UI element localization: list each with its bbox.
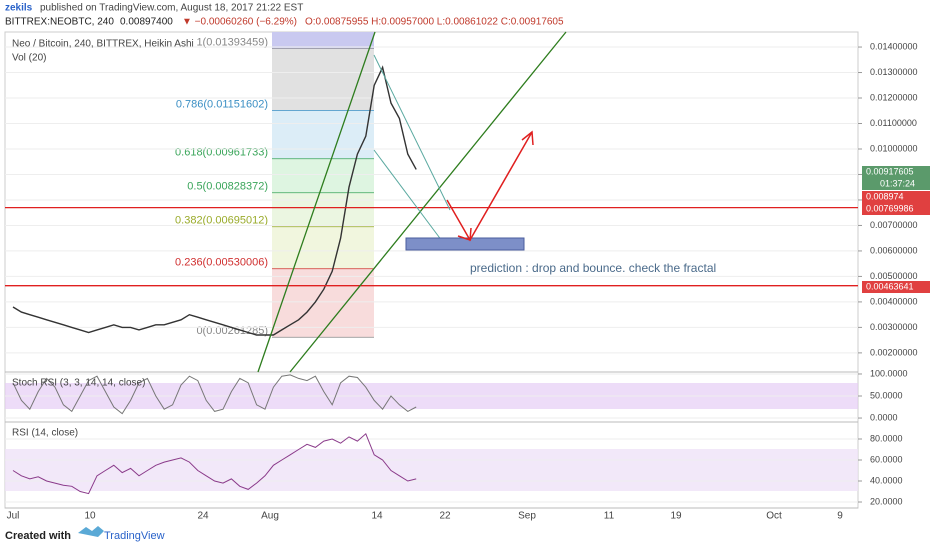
series-line (12, 432, 417, 495)
annotation: prediction : drop and bounce. check the … (470, 261, 716, 275)
y-tick-label: 0.00700000 (870, 220, 918, 230)
y-tick-label: 80.0000 (870, 433, 903, 443)
x-tick-label: Sep (518, 511, 536, 522)
series-line (12, 374, 417, 415)
x-tick-label: Oct (766, 511, 782, 522)
y-tick-label: 0.01400000 (870, 41, 918, 51)
x-tick-label: 14 (371, 511, 383, 522)
fib-label: 0.618(0.00961733) (175, 147, 268, 159)
y-tick-label: 0.01300000 (870, 67, 918, 77)
pane-title: RSI (14, close) (12, 428, 78, 439)
channel-line (373, 149, 446, 246)
y-tick-label: 0.00200000 (870, 347, 918, 357)
y-tick-label: 40.0000 (870, 475, 903, 485)
price-label-bg (862, 281, 930, 293)
ohlc: O:0.00875955 H:0.00957000 L:0.00861022 C… (305, 17, 564, 28)
fib-label: 0.786(0.01151602) (176, 98, 268, 110)
rsi-band (5, 449, 858, 491)
fib-label: 0(0.00261285) (196, 325, 268, 337)
price-label-bg (862, 203, 930, 215)
target-box (405, 237, 525, 251)
series-line (12, 65, 417, 336)
y-tick-label: 60.0000 (870, 454, 903, 464)
x-tick-label: Aug (261, 511, 279, 522)
x-tick-label: 22 (439, 511, 451, 522)
fib-band (272, 158, 374, 193)
trend-line (257, 31, 376, 373)
fib-label: 0.236(0.00530006) (175, 257, 268, 269)
pane-title: Neo / Bitcoin, 240, BITTREX, Heikin Ashi (12, 39, 194, 50)
change: ▼ −0.00060260 (−6.29%) (182, 17, 297, 28)
x-tick-label: 19 (670, 511, 682, 522)
published: published on TradingView.com, August 18,… (40, 3, 303, 14)
y-tick-label: 0.00600000 (870, 245, 918, 255)
arrow-head (457, 227, 472, 242)
arrow-head (521, 130, 534, 146)
fib-band (272, 48, 374, 111)
fib-label: 1(0.01393459) (196, 37, 268, 49)
trend-line (289, 31, 567, 373)
last: 0.00897400 (120, 17, 173, 28)
fib-label: 0.5(0.00828372) (187, 181, 268, 193)
x-tick-label: Jul (7, 511, 20, 522)
price-label: 0.008974 (866, 191, 904, 201)
price-label: 0.00463641 (866, 281, 914, 291)
price-label: 0.00917605 (866, 166, 914, 176)
y-tick-label: 50.0000 (870, 390, 903, 400)
x-tick-label: 9 (837, 511, 843, 522)
y-tick-label: 0.01100000 (870, 118, 917, 128)
price-label-bg (862, 191, 930, 203)
x-tick-label: 11 (604, 511, 615, 522)
logo (78, 526, 104, 537)
fib-band (272, 110, 374, 159)
footer-created: Created with (5, 530, 71, 542)
fib-label: 0.382(0.00695012) (175, 215, 268, 227)
price-label-bg (862, 166, 930, 178)
symbol: BITTREX:NEOBTC, 240 (5, 17, 114, 28)
channel-line (373, 54, 451, 211)
y-tick-label: 0.00300000 (870, 322, 918, 332)
y-tick-label: 100.0000 (870, 368, 908, 378)
price-label: 0.00769986 (866, 203, 914, 213)
y-tick-label: 0.00500000 (870, 271, 918, 281)
footer-brand: TradingView (104, 530, 165, 542)
y-tick-label: 0.0000 (870, 412, 898, 422)
timer-bg (862, 178, 930, 190)
y-tick-label: 0.01000000 (870, 143, 918, 153)
pane-title: Stoch RSI (3, 3, 14, 14, close) (12, 378, 145, 389)
fib-band (272, 226, 374, 269)
y-tick-label: 0.01200000 (870, 92, 918, 102)
fib-band (272, 192, 374, 227)
y-tick-label: 0.00400000 (870, 296, 918, 306)
timer: 01:37:24 (880, 178, 915, 188)
x-tick-label: 10 (84, 511, 96, 522)
user: zekils (5, 3, 33, 14)
x-tick-label: 24 (197, 511, 209, 522)
pane-subtitle: Vol (20) (12, 53, 46, 64)
y-tick-label: 20.0000 (870, 496, 903, 506)
fib-top (272, 32, 374, 49)
